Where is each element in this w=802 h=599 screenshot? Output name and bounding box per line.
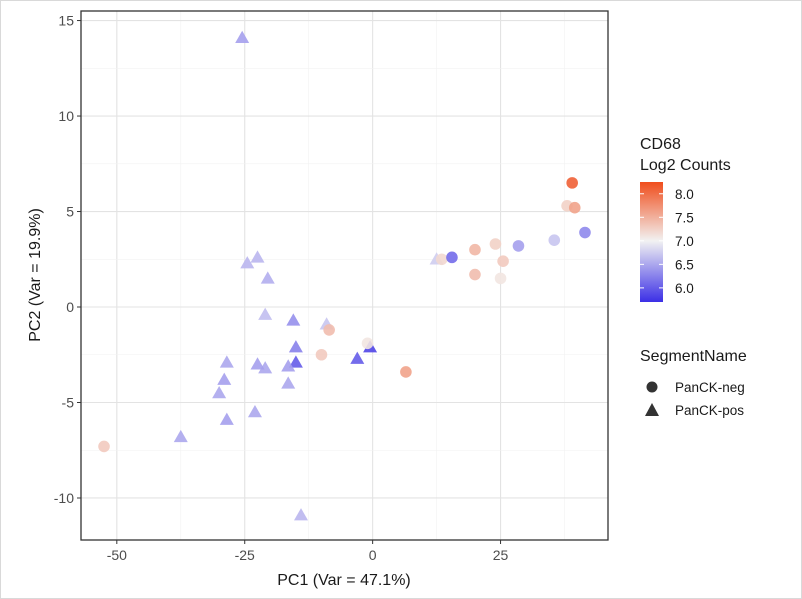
shape-legend-title: SegmentName xyxy=(640,348,747,365)
shape-legend: SegmentName PanCK-neg PanCK-pos xyxy=(640,348,747,418)
colorbar-ticks: 8.0 7.5 7.0 6.5 6.0 xyxy=(640,187,694,296)
colorbar-title-line2: Log2 Counts xyxy=(640,157,731,174)
legend-circle-icon xyxy=(646,381,658,393)
colorbar-tick-label: 7.0 xyxy=(675,234,694,249)
data-point-circle xyxy=(497,255,509,267)
data-point-triangle xyxy=(350,351,365,364)
data-point-triangle xyxy=(294,508,309,521)
legend-triangle-icon xyxy=(645,403,659,416)
data-point-circle xyxy=(361,337,374,350)
data-point-triangle xyxy=(250,250,265,263)
colorbar-tick-label: 8.0 xyxy=(675,187,694,202)
colorbar-tick-label: 7.5 xyxy=(675,210,694,225)
data-point-triangle xyxy=(240,256,255,269)
y-axis-title: PC2 (Var = 19.9%) xyxy=(27,208,44,342)
data-point-circle xyxy=(494,272,507,285)
legend-label-panck-pos: PanCK-pos xyxy=(675,403,744,418)
y-tick-label: 0 xyxy=(66,299,74,315)
data-point-triangle xyxy=(258,361,273,374)
data-point-circle xyxy=(400,366,412,378)
y-tick-label: -5 xyxy=(62,394,75,410)
data-point-triangle xyxy=(288,355,303,368)
y-tick-label: 5 xyxy=(66,204,74,220)
x-tick-label: -50 xyxy=(107,547,127,563)
x-axis-title: PC1 (Var = 47.1%) xyxy=(277,572,411,589)
data-point-triangle xyxy=(247,405,262,418)
data-point-circle xyxy=(566,177,578,189)
data-point-triangle xyxy=(286,313,301,326)
x-tick-label: 0 xyxy=(369,547,377,563)
colorbar-tick-label: 6.5 xyxy=(675,257,694,272)
y-tick-label: -10 xyxy=(54,490,74,506)
data-point-triangle xyxy=(219,412,234,425)
data-point-circle xyxy=(568,201,581,214)
x-tick-label: 25 xyxy=(493,547,509,563)
data-point-circle xyxy=(446,251,458,264)
colorbar-gradient xyxy=(640,182,663,302)
y-tick-label: 10 xyxy=(58,108,74,124)
data-point-triangle xyxy=(281,376,296,389)
data-point-circle xyxy=(323,324,335,336)
data-point-circle xyxy=(489,238,502,250)
colorbar-legend: CD68 Log2 Counts 8.0 7.5 7.0 6.5 6.0 xyxy=(640,136,731,302)
data-point-circle xyxy=(98,440,110,453)
x-axis-ticks: -50 -25 0 25 xyxy=(107,540,509,563)
data-point-triangle xyxy=(288,340,303,353)
data-point-triangle xyxy=(281,359,296,372)
data-point-circle xyxy=(579,226,591,239)
y-tick-label: 15 xyxy=(58,13,74,29)
data-point-circle xyxy=(548,234,561,246)
data-point-circle xyxy=(469,268,481,281)
colorbar-tick-label: 6.0 xyxy=(675,281,694,296)
data-point-triangle xyxy=(250,357,265,370)
plot-border xyxy=(80,10,609,541)
data-point-triangle xyxy=(235,30,250,43)
data-point-triangle xyxy=(260,271,275,284)
legend-label-panck-neg: PanCK-neg xyxy=(675,380,745,395)
data-point-triangle xyxy=(173,429,188,443)
colorbar-title-line1: CD68 xyxy=(640,136,681,153)
data-point-triangle xyxy=(217,372,232,385)
plot-panel xyxy=(81,11,608,540)
data-point-circle xyxy=(469,243,481,256)
y-axis-ticks: -10 -5 0 5 10 15 xyxy=(54,13,81,506)
data-point-circle xyxy=(512,240,525,252)
data-point-triangle xyxy=(258,307,273,320)
data-point-circle xyxy=(435,253,448,266)
data-points xyxy=(98,30,591,521)
data-point-triangle xyxy=(219,355,234,368)
x-tick-label: -25 xyxy=(235,547,255,563)
grid-lines xyxy=(81,11,608,540)
data-point-triangle xyxy=(212,385,227,399)
data-point-circle xyxy=(315,348,328,361)
